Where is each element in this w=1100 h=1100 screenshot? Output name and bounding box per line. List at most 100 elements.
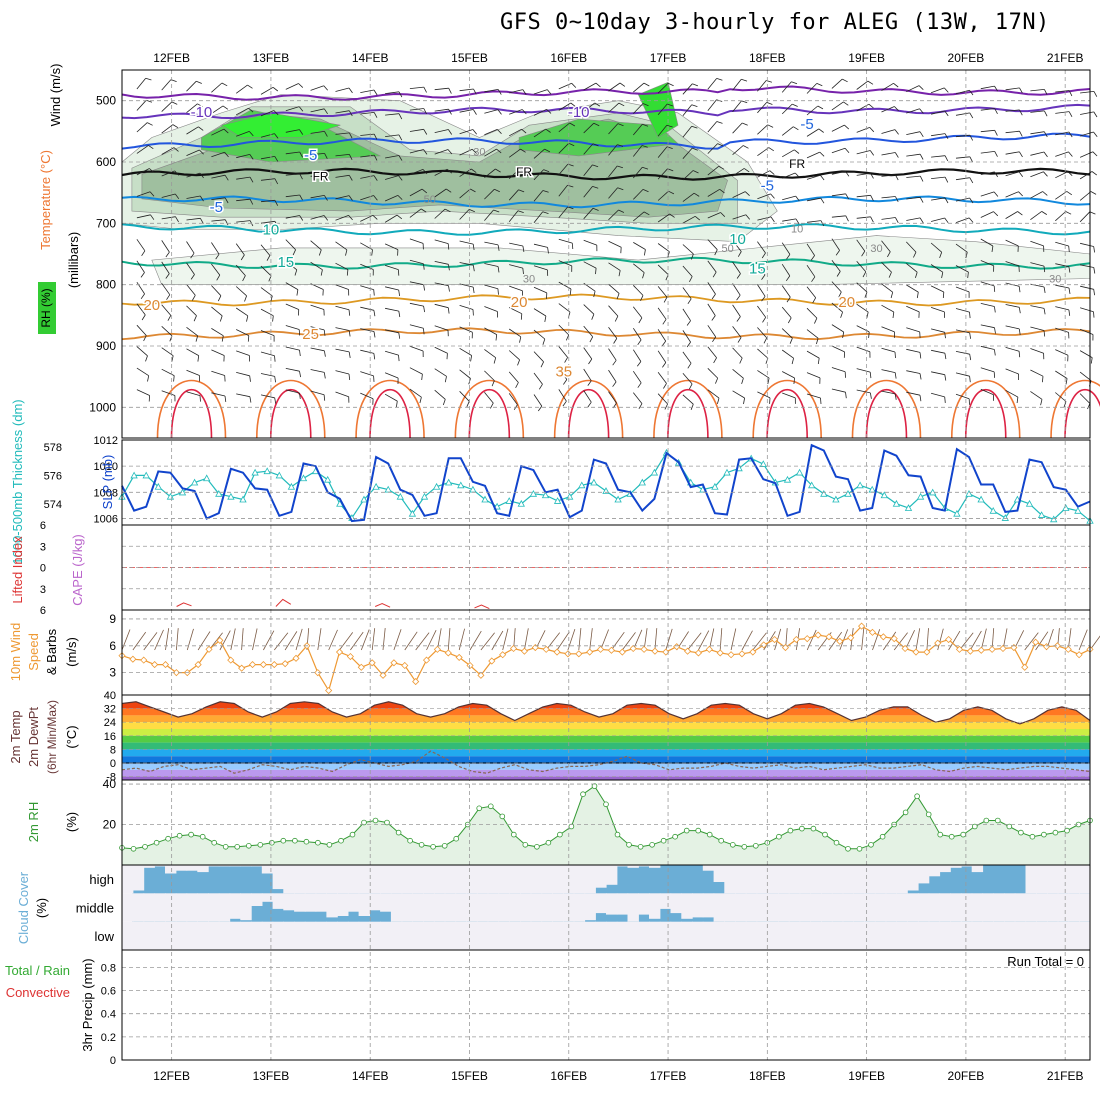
cloud-cell <box>702 865 715 871</box>
wind-barb <box>881 196 896 199</box>
wind-barb-flag <box>175 216 179 223</box>
wind-barb-flag <box>323 108 328 115</box>
wind-barb <box>236 350 250 356</box>
wind-barb-flag <box>892 311 895 319</box>
wind-barb-flag <box>570 102 576 108</box>
wind-barb <box>707 78 718 90</box>
wind-barb-flag <box>199 149 204 155</box>
wind-barb-flag <box>994 108 998 114</box>
wind-barb-flag <box>836 271 841 277</box>
cloud-cell <box>487 921 500 950</box>
wind-barb <box>285 325 300 330</box>
thickness-marker <box>989 506 997 514</box>
wind-barb-flag <box>618 270 621 277</box>
wind-barb-flag <box>249 176 254 183</box>
wind-barb <box>980 191 995 197</box>
wind-barb-flag <box>864 291 868 298</box>
wind-barb <box>384 195 399 202</box>
date-label-bottom: 20FEB <box>948 1069 985 1083</box>
wind-barb <box>856 239 866 252</box>
thickness-marker <box>1074 506 1082 514</box>
wind-barb-flag <box>1093 246 1095 253</box>
rh-marker <box>499 813 506 820</box>
precip-tick: 0.2 <box>101 1032 116 1044</box>
wind-barb-10m <box>176 628 179 651</box>
cloud-cell <box>509 865 521 894</box>
temp-band <box>122 763 1090 770</box>
cloud-cell <box>735 921 747 950</box>
cloud-cell <box>1057 921 1070 950</box>
isotherm-label: -10 <box>191 104 213 121</box>
cloud-cell <box>756 921 768 950</box>
wind-barb <box>657 264 669 275</box>
wind-barb-flag <box>868 331 870 338</box>
wind-barb <box>186 80 197 92</box>
wind-barb <box>1055 241 1069 247</box>
wind-barb-flag <box>669 213 675 218</box>
wind-barb-flag <box>1043 286 1046 293</box>
wind-speed-marker <box>988 645 996 653</box>
cloud-cell <box>917 865 930 884</box>
cloud-cell <box>810 865 822 894</box>
wind-barb-flag <box>817 358 820 365</box>
wind-barb <box>459 369 471 379</box>
wind-speed-marker <box>912 648 920 656</box>
date-label-top: 18FEB <box>749 51 786 65</box>
wind-barb <box>707 346 717 358</box>
wind-barb-10m <box>350 631 364 651</box>
wind-speed-marker <box>259 661 267 669</box>
wind-barb-flag <box>1044 89 1048 95</box>
thickness-marker <box>396 492 404 500</box>
isotherm-warm-loop <box>369 389 411 439</box>
isotherm-warm-loop <box>865 389 908 439</box>
wind-barb <box>707 165 719 176</box>
wind-barb-flag <box>662 319 667 325</box>
wind-speed-marker <box>836 637 844 645</box>
wind-barb <box>260 156 275 160</box>
rh2m-unit-label: (%) <box>64 812 79 832</box>
wind-barb-flag <box>446 168 452 174</box>
wind-barb-flag <box>592 143 599 147</box>
isotherm-warm-loop <box>766 389 808 439</box>
wind-barb <box>484 209 494 221</box>
isotherm-label: 25 <box>302 326 319 343</box>
wind-barb <box>484 284 499 290</box>
wind-barb <box>558 163 569 176</box>
wind-barb <box>682 244 694 255</box>
wind-barb <box>1055 90 1070 93</box>
wind-barb <box>831 345 845 353</box>
wind-barb-flag <box>664 403 668 410</box>
wind-barb <box>980 303 995 307</box>
wind-barb <box>310 326 325 331</box>
cloud-cell <box>304 893 317 912</box>
wind-barb <box>186 103 198 114</box>
rh-marker <box>430 843 436 850</box>
wind-barb-flag <box>165 251 170 258</box>
wind-barb <box>236 107 249 116</box>
wind-barb <box>881 283 893 293</box>
rh-marker <box>672 833 678 840</box>
rh-marker <box>222 843 229 850</box>
wind-barb-flag <box>140 293 145 300</box>
wind-barb <box>136 260 145 273</box>
cloud-cell <box>595 921 607 950</box>
wind-barb <box>757 305 767 318</box>
thickness-marker <box>1062 504 1070 511</box>
wind-barb-10m <box>545 632 561 651</box>
wind-barb-flag <box>421 188 428 194</box>
wind-speed-marker <box>901 644 909 653</box>
wind-barb <box>260 244 271 256</box>
wind-barb-flag <box>199 195 204 202</box>
wind-barb-10m <box>404 631 418 651</box>
cloud-cell <box>928 921 941 950</box>
cloud-cell <box>917 921 930 950</box>
wind-barb-flag <box>711 315 716 321</box>
wind-barb-flag <box>448 285 450 292</box>
cloud-cell <box>541 893 553 922</box>
wind-barb <box>459 148 473 156</box>
wind-barb <box>931 349 945 354</box>
cloud-cell <box>853 865 865 894</box>
wind-barb-flag <box>299 371 301 378</box>
wind-barb <box>980 367 995 373</box>
wind-barb <box>385 134 400 137</box>
